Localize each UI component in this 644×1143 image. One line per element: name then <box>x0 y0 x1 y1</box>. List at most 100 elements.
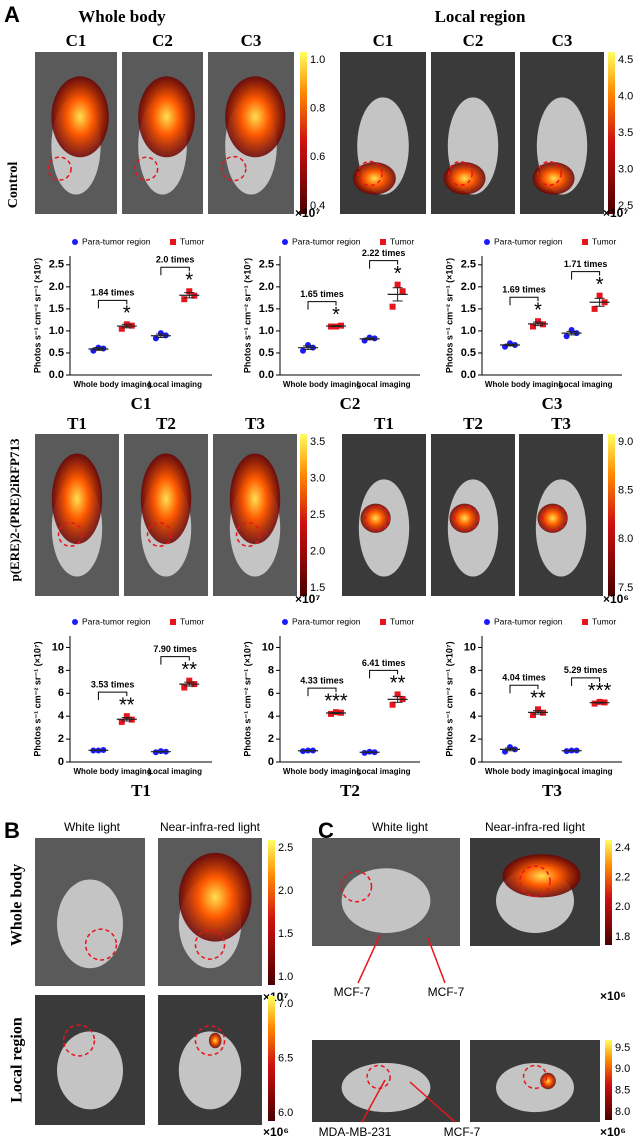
legend-label: Tumor <box>592 236 616 246</box>
roi <box>134 156 159 181</box>
colorbar-unit: ×10⁶ <box>263 1125 289 1139</box>
chart-title: T2 <box>340 781 360 800</box>
heading: Whole body <box>78 7 166 26</box>
image-label: C1 <box>66 31 87 50</box>
mouse <box>341 868 431 934</box>
legend-label: Tumor <box>180 236 204 246</box>
significance: * <box>123 303 131 325</box>
fold-label: 1.69 times <box>502 285 546 295</box>
legend-label: Para-tumor region <box>494 616 563 626</box>
significance: * <box>596 274 604 296</box>
roi <box>541 505 567 531</box>
significance: *** <box>588 680 612 702</box>
y-tick-label: 6 <box>470 687 476 699</box>
colorbar-unit: ×10⁶ <box>600 1125 626 1139</box>
signal <box>138 76 195 158</box>
significance: * <box>534 300 542 322</box>
colorbar-tick-label: 2.5 <box>618 200 633 212</box>
colorbar-tick-label: 3.5 <box>618 127 633 139</box>
y-tick-label: 4 <box>268 710 275 722</box>
arrow-label: MCF-7 <box>428 985 465 999</box>
roi <box>194 929 226 960</box>
bracket <box>307 301 337 310</box>
significance: ** <box>390 673 406 695</box>
roi <box>235 521 261 547</box>
legend-marker <box>484 619 490 625</box>
y-axis-label: Photos s⁻¹ cm⁻² sr⁻¹ (×10⁷) <box>32 641 42 756</box>
image-label: T3 <box>551 414 571 433</box>
data-point <box>389 701 396 708</box>
data-point <box>181 684 188 691</box>
y-axis-label: Photos s⁻¹ cm⁻² sr⁻¹ (×10⁷) <box>444 641 454 756</box>
image-label: T1 <box>374 414 394 433</box>
significance: ** <box>181 659 197 681</box>
colorbar-tick-label: 2.2 <box>615 872 630 884</box>
chart-title: T3 <box>542 781 562 800</box>
legend-marker <box>484 239 490 245</box>
mouse <box>341 1062 431 1113</box>
colorbar <box>300 52 307 214</box>
roi <box>519 865 551 898</box>
data-point <box>563 333 570 340</box>
fold-label: 1.71 times <box>564 259 608 269</box>
image-label: T3 <box>245 414 265 433</box>
x-tick-label: Local imaging <box>559 767 613 776</box>
colorbar-tick-label: 3.0 <box>310 472 325 484</box>
colorbar-tick-label: 2.5 <box>278 842 293 854</box>
image-label: T2 <box>156 414 176 433</box>
image-label: C3 <box>552 31 573 50</box>
y-tick-label: 0.5 <box>259 347 274 359</box>
data-point <box>507 744 513 751</box>
y-axis-label: Photos s⁻¹ cm⁻² sr⁻¹ (×10⁷) <box>444 258 454 373</box>
data-point <box>394 691 401 698</box>
fold-label: 2.0 times <box>156 255 195 265</box>
y-tick-label: 1.5 <box>49 303 64 315</box>
y-tick-label: 8 <box>470 664 476 676</box>
roi <box>357 160 383 187</box>
signal <box>51 76 109 158</box>
y-tick-label: 0 <box>470 756 476 768</box>
signal <box>540 1072 556 1090</box>
row-label: Whole body <box>9 864 26 946</box>
data-point <box>596 292 603 299</box>
colorbar-tick-label: 7.0 <box>278 998 293 1010</box>
fold-label: 4.33 times <box>300 676 344 686</box>
y-tick-label: 1.5 <box>259 303 274 315</box>
significance: *** <box>324 690 348 712</box>
data-point <box>530 323 536 330</box>
bracket <box>160 656 190 665</box>
roi <box>340 870 373 903</box>
panel-label: A <box>4 2 20 27</box>
signal <box>178 852 252 942</box>
roi <box>364 505 390 531</box>
colorbar-unit: ×10⁷ <box>295 206 320 220</box>
data-point <box>118 325 125 332</box>
y-tick-label: 2 <box>268 733 274 745</box>
legend-marker <box>380 239 386 245</box>
data-point <box>535 318 541 325</box>
y-tick-label: 0.5 <box>461 347 476 359</box>
colorbar-tick-label: 6.0 <box>278 1107 293 1119</box>
y-tick-label: 1.0 <box>461 325 476 337</box>
fold-label: 3.53 times <box>91 680 135 690</box>
chart-title: C2 <box>340 394 361 413</box>
row-label: p(ERE)2-(PRE)2iRFP713 <box>7 438 22 581</box>
mouse <box>57 879 123 969</box>
signal <box>229 453 281 545</box>
image-label: C2 <box>463 31 484 50</box>
image-label: C2 <box>152 31 173 50</box>
colorbar-tick-label: 0.6 <box>310 151 325 163</box>
legend-marker <box>170 239 176 245</box>
roi <box>84 928 118 961</box>
x-tick-label: Whole body imaging <box>485 380 563 389</box>
colorbar-tick-label: 1.0 <box>310 54 325 66</box>
y-tick-label: 1.5 <box>461 303 476 315</box>
colorbar-tick-label: 8.0 <box>615 1106 630 1118</box>
legend-label: Tumor <box>390 236 414 246</box>
x-tick-label: Local imaging <box>148 767 202 776</box>
colorbar <box>268 996 275 1121</box>
heading: Near-infra-red light <box>485 820 586 834</box>
row-label: Control <box>6 162 21 209</box>
panel-label: C <box>318 818 334 843</box>
